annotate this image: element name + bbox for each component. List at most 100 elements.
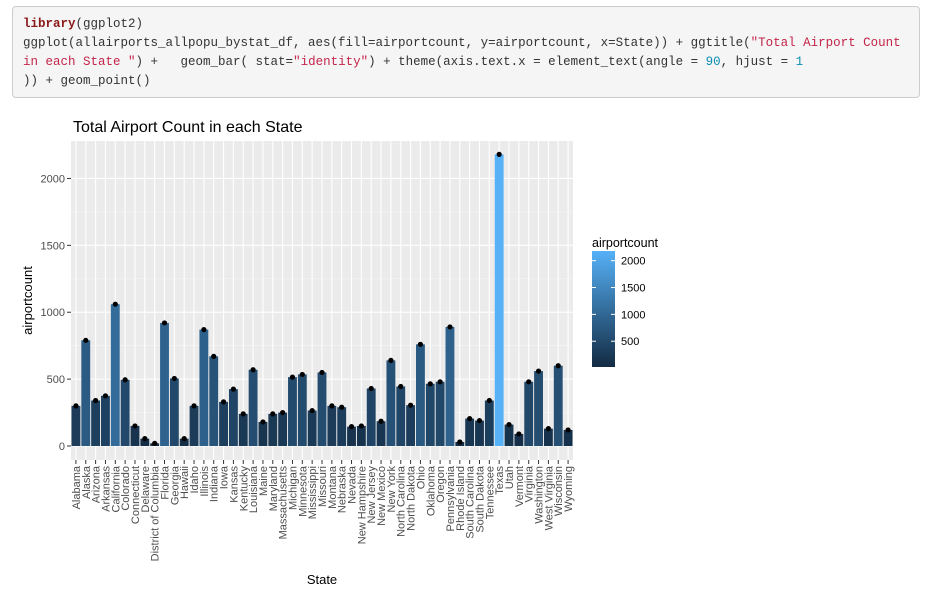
- data-point: [535, 368, 542, 374]
- y-tick-label: 0: [59, 441, 65, 453]
- bar: [169, 378, 179, 446]
- y-tick-label: 1500: [41, 240, 65, 252]
- data-point: [339, 404, 345, 410]
- bar: [553, 365, 563, 446]
- x-tick-label: New Jersey: [366, 466, 378, 524]
- x-tick-label: North Carolina: [396, 465, 408, 537]
- x-tick-label: South Carolina: [465, 465, 477, 539]
- x-tick-label: Indiana: [209, 465, 221, 502]
- data-point: [280, 409, 286, 416]
- code-token: ) + theme(axis.text.x = element_text(ang…: [368, 55, 706, 69]
- data-point: [83, 337, 89, 343]
- bar: [514, 433, 524, 446]
- y-tick-label: 500: [47, 374, 65, 386]
- code-block: library(ggplot2) ggplot(allairports_allp…: [12, 6, 920, 98]
- code-token: (ggplot2) ggplot(allairports_allpopu_bys…: [23, 17, 751, 50]
- x-tick-label: Alabama: [71, 465, 83, 509]
- x-tick-label: Mississippi: [307, 466, 319, 519]
- bar: [327, 405, 337, 446]
- bar: [406, 405, 416, 446]
- bar: [297, 374, 307, 446]
- bar: [278, 412, 288, 446]
- legend-label: 2000: [621, 256, 645, 268]
- data-point: [467, 415, 473, 422]
- x-tick-label: Nebraska: [337, 465, 349, 513]
- bar: [238, 413, 248, 446]
- bar: [209, 356, 219, 446]
- y-tick-label: 1000: [41, 307, 65, 319]
- x-tick-label: Florida: [160, 465, 172, 500]
- x-tick-label: California: [110, 465, 122, 512]
- bar: [475, 420, 484, 446]
- x-tick-label: Hawaii: [179, 466, 191, 499]
- bar: [101, 395, 110, 446]
- bar: [425, 383, 435, 446]
- data-point: [437, 379, 443, 385]
- data-point: [457, 439, 463, 445]
- data-point: [102, 393, 109, 399]
- data-point: [142, 436, 148, 442]
- data-point: [181, 436, 187, 442]
- data-point: [358, 423, 364, 429]
- bar: [396, 386, 406, 446]
- data-point: [378, 418, 384, 424]
- bar: [465, 418, 475, 446]
- x-tick-label: Kentucky: [238, 466, 250, 512]
- data-point: [447, 324, 453, 330]
- bar: [504, 424, 514, 446]
- data-point: [250, 367, 256, 373]
- bar: [347, 426, 356, 446]
- x-tick-label: Delaware: [140, 466, 152, 512]
- x-tick-label: Alaska: [81, 465, 93, 499]
- bar: [258, 421, 268, 446]
- x-tick-label: Connecticut: [130, 466, 142, 524]
- x-tick-label: Kansas: [228, 466, 240, 503]
- data-point: [93, 397, 99, 404]
- bar: [179, 438, 189, 446]
- x-tick-label: Oklahoma: [425, 465, 437, 516]
- x-tick-label: Oregon: [435, 466, 447, 503]
- x-tick-label: New Hampshire: [356, 466, 368, 544]
- bar: [366, 388, 376, 446]
- code-token: 1: [795, 55, 804, 69]
- bar: [317, 372, 327, 446]
- data-point: [407, 402, 414, 408]
- data-point: [309, 407, 315, 414]
- bar-chart: Total Airport Count in each State 0 500 10…: [20, 119, 659, 587]
- bar: [130, 425, 140, 446]
- bar: [219, 401, 228, 446]
- code-token: , hjust =: [720, 55, 796, 69]
- plot-panel: 0 500 1000 1500 2000 AlabamaAlaskaArizonaArka…: [41, 141, 575, 561]
- code-text: library(ggplot2) ggplot(allairports_allp…: [13, 7, 919, 99]
- bar: [268, 413, 278, 446]
- x-tick-label: Tennessee: [484, 466, 496, 519]
- x-tick-label: Minnesota: [297, 465, 309, 517]
- y-axis-title: airportcount: [20, 266, 35, 335]
- x-tick-label: Montana: [327, 465, 339, 509]
- x-tick-label: Missouri: [317, 466, 329, 507]
- bar: [140, 438, 150, 446]
- bar: [376, 421, 386, 446]
- x-tick-label: West Virginia: [543, 465, 555, 530]
- data-point: [476, 417, 483, 424]
- bar: [445, 326, 455, 446]
- data-point: [161, 320, 168, 326]
- x-tick-label: Utah: [504, 466, 516, 489]
- legend-label: 1000: [621, 309, 645, 321]
- code-token: "identity": [293, 55, 369, 69]
- bar: [494, 154, 504, 446]
- x-tick-label: Massachusetts: [278, 466, 290, 540]
- chart-title: Total Airport Count in each State: [73, 119, 303, 136]
- x-tick-label: Illinois: [199, 466, 211, 497]
- data-point: [555, 363, 561, 369]
- data-point: [368, 385, 374, 392]
- data-point: [417, 341, 424, 347]
- bar: [248, 369, 258, 446]
- data-point: [171, 375, 177, 382]
- legend-title: airportcount: [592, 236, 659, 250]
- bar: [110, 304, 120, 446]
- x-tick-label: Rhode Island: [455, 466, 467, 531]
- bar: [435, 381, 445, 446]
- data-point: [299, 371, 305, 378]
- x-tick-label: Maine: [258, 466, 270, 496]
